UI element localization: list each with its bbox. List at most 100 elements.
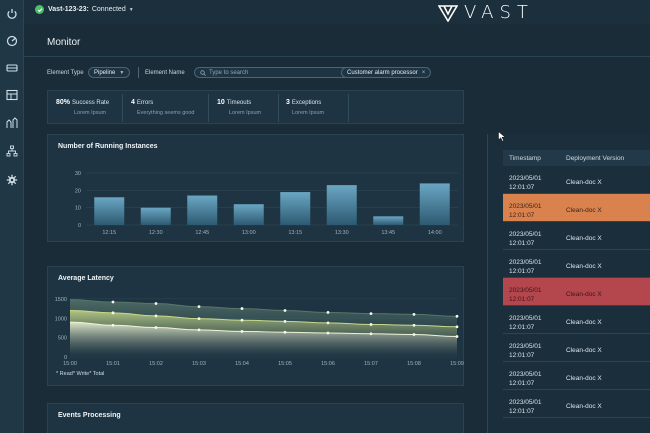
data-point[interactable]	[369, 323, 373, 326]
table-row[interactable]: 2023/05/01 12:01:07 Clean-doc X	[503, 306, 650, 334]
area-read	[70, 322, 457, 357]
gauge-icon[interactable]	[2, 33, 22, 49]
series-line-write	[69, 310, 458, 328]
x-tick-label: 15:05	[278, 361, 292, 367]
stat-sub: Lorem Ipsum	[229, 110, 262, 116]
mouse-cursor-icon	[498, 131, 506, 142]
data-point[interactable]	[240, 307, 244, 310]
stat-exceptions: 3 Exceptions Lorem Ipsum	[286, 99, 324, 116]
x-tick-label: 15:09	[450, 361, 464, 367]
timestamp-time: 12:01:07	[509, 380, 535, 387]
average-latency-chart: 0 500 1000 1500 15:00 15:01 15:02 15:03 15:04 15:…	[55, 297, 464, 367]
deployment-version-cell: Clean-doc X	[566, 235, 602, 242]
timestamp-cell: 2023/05/01 12:01:07	[509, 174, 542, 192]
data-point[interactable]	[197, 317, 201, 321]
x-tick-label: 12:30	[149, 230, 163, 236]
brand-name: VAST	[464, 2, 534, 23]
y-tick-label: 1500	[55, 297, 67, 303]
storage-icon[interactable]	[2, 60, 22, 76]
close-icon[interactable]: ×	[421, 69, 426, 76]
deployment-version-cell: Clean-doc X	[566, 207, 602, 214]
data-point[interactable]	[455, 314, 459, 318]
table-row[interactable]: 2023/05/01 12:01:07 Clean-doc X	[503, 390, 650, 418]
data-point[interactable]	[326, 331, 330, 335]
data-point[interactable]	[283, 330, 287, 334]
timestamp-cell: 2023/05/01 12:01:07	[509, 314, 542, 332]
bar[interactable]	[326, 185, 357, 225]
x-tick-label: 13:15	[288, 230, 302, 236]
bar[interactable]	[94, 197, 125, 225]
timestamp-cell: 2023/05/01 12:01:07	[509, 286, 542, 304]
timestamp-date: 2023/05/01	[509, 399, 542, 406]
dashboard-icon[interactable]	[2, 87, 22, 103]
search-placeholder: Type to search	[209, 69, 249, 76]
table-row[interactable]: 2023/05/01 12:01:07 Clean-doc X	[503, 222, 650, 250]
data-point[interactable]	[197, 305, 201, 309]
data-point[interactable]	[455, 335, 459, 338]
data-point[interactable]	[154, 302, 158, 305]
data-point[interactable]	[369, 332, 373, 336]
bar[interactable]	[187, 195, 218, 225]
timestamp-cell: 2023/05/01 12:01:07	[509, 342, 542, 360]
x-tick-label: 15:08	[407, 361, 421, 367]
top-bar: Vast-123-23: Connected ▼ VAST	[24, 0, 650, 24]
table-row[interactable]: 2023/05/01 12:01:07 Clean-doc X	[503, 362, 650, 390]
bar[interactable]	[373, 216, 404, 225]
connection-status: Connected	[91, 6, 126, 13]
data-point[interactable]	[283, 319, 287, 323]
timestamp-time: 12:01:07	[509, 268, 535, 275]
column-header-timestamp[interactable]: Timestamp	[509, 154, 541, 162]
deployment-version-cell: Clean-doc X	[566, 403, 602, 410]
bar[interactable]	[140, 207, 171, 225]
chevron-down-icon: ▼	[128, 6, 134, 13]
settings-icon[interactable]	[2, 172, 22, 188]
timestamp-date: 2023/05/01	[509, 315, 542, 322]
stat-timeouts: 10 Timeouts Lorem Ipsum	[217, 99, 261, 116]
series-line-total	[69, 299, 458, 317]
stat-divider	[208, 94, 209, 122]
x-tick-label: 12:45	[195, 230, 209, 236]
x-tick-label: 15:03	[192, 361, 206, 367]
deployment-version-cell: Clean-doc X	[566, 263, 602, 270]
hierarchy-icon[interactable]	[2, 143, 22, 159]
data-point[interactable]	[197, 328, 201, 332]
element-type-select[interactable]: Pipeline ▼	[88, 67, 131, 78]
data-point[interactable]	[326, 311, 330, 314]
bar[interactable]	[233, 204, 264, 225]
data-point[interactable]	[111, 311, 115, 315]
data-point[interactable]	[283, 309, 287, 312]
data-point[interactable]	[369, 312, 373, 315]
filter-tag[interactable]: Customer alarm processor ×	[341, 67, 432, 78]
y-tick-label: 500	[58, 336, 67, 342]
timestamp-time: 12:01:07	[509, 296, 535, 303]
data-point[interactable]	[111, 300, 115, 304]
table-row[interactable]: 2023/05/01 12:01:07 Clean-doc X	[503, 250, 650, 278]
data-point[interactable]	[412, 333, 416, 336]
data-point[interactable]	[240, 330, 244, 333]
timestamp-cell: 2023/05/01 12:01:07	[509, 230, 542, 248]
table-row[interactable]: 2023/05/01 12:01:07 Clean-doc X	[503, 166, 650, 194]
data-point[interactable]	[455, 325, 459, 329]
y-tick-label: 1000	[55, 316, 67, 322]
power-icon[interactable]	[2, 6, 22, 22]
cluster-icon[interactable]	[2, 115, 22, 131]
data-point[interactable]	[412, 312, 416, 316]
events-processing-card: Events Processing	[47, 403, 464, 433]
x-tick-label: 13:45	[381, 230, 395, 236]
table-row[interactable]: 2023/05/01 12:01:07 Clean-doc X	[503, 278, 650, 306]
data-point[interactable]	[240, 318, 244, 322]
data-point[interactable]	[111, 323, 115, 327]
bar[interactable]	[280, 192, 311, 225]
data-point[interactable]	[154, 326, 158, 329]
bar[interactable]	[419, 183, 450, 225]
timestamp-cell: 2023/05/01 12:01:07	[509, 258, 542, 276]
connection-selector[interactable]: Vast-123-23: Connected ▼	[35, 5, 134, 14]
column-header-deployment-version[interactable]: Deployment Version	[566, 154, 625, 162]
x-tick-label: 15:02	[149, 361, 163, 367]
stat-value: 10	[217, 99, 225, 106]
table-row[interactable]: 2023/05/01 12:01:07 Clean-doc X	[503, 194, 650, 222]
data-point[interactable]	[154, 314, 158, 318]
data-point[interactable]	[412, 323, 416, 327]
table-row[interactable]: 2023/05/01 12:01:07 Clean-doc X	[503, 334, 650, 362]
data-point[interactable]	[326, 321, 330, 325]
